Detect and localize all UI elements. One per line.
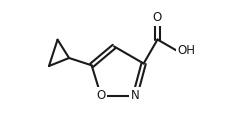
Text: O: O	[152, 11, 161, 24]
Text: O: O	[96, 89, 105, 102]
Text: OH: OH	[176, 44, 195, 57]
Text: N: N	[130, 89, 139, 102]
